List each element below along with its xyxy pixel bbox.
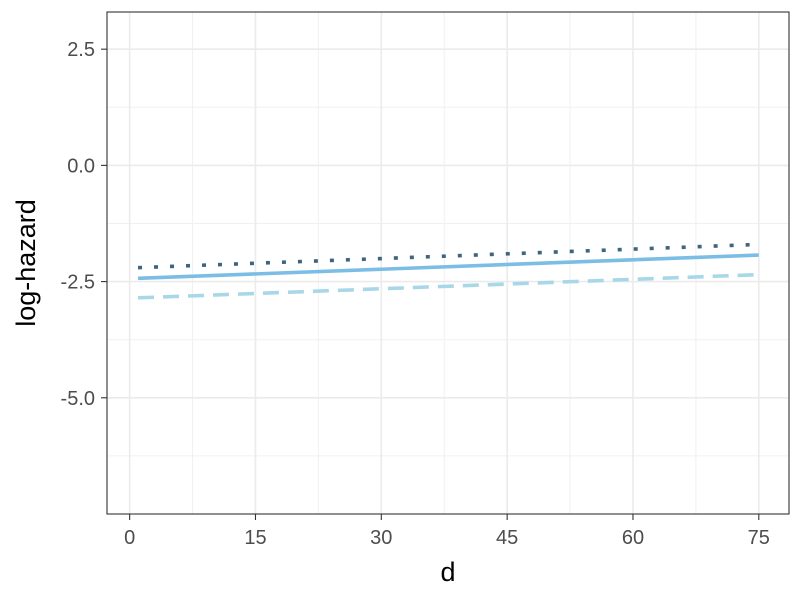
grid-minor <box>107 12 789 514</box>
x-tick-label: 75 <box>748 527 770 549</box>
x-tick-label: 0 <box>124 527 135 549</box>
series-line-2 <box>137 253 759 281</box>
panel-background <box>107 12 789 514</box>
y-tick-label: -5.0 <box>61 388 95 410</box>
y-axis-ticks: 2.5 0.0 -2.5 -5.0 <box>61 39 107 410</box>
x-axis-ticks: 0 15 30 45 60 75 <box>124 514 770 549</box>
panel-border <box>106 11 790 515</box>
y-tick-label: -2.5 <box>61 272 95 294</box>
x-tick-label: 60 <box>622 527 644 549</box>
y-axis-title: log-hazard <box>11 199 41 327</box>
x-tick-label: 45 <box>496 527 518 549</box>
x-axis-title: d <box>440 557 455 587</box>
y-tick-label: 2.5 <box>67 39 95 61</box>
series-layer <box>137 242 759 300</box>
x-tick-label: 30 <box>370 527 392 549</box>
x-tick-label: 15 <box>244 527 266 549</box>
y-tick-label: 0.0 <box>67 155 95 177</box>
series-line-3 <box>137 272 759 300</box>
